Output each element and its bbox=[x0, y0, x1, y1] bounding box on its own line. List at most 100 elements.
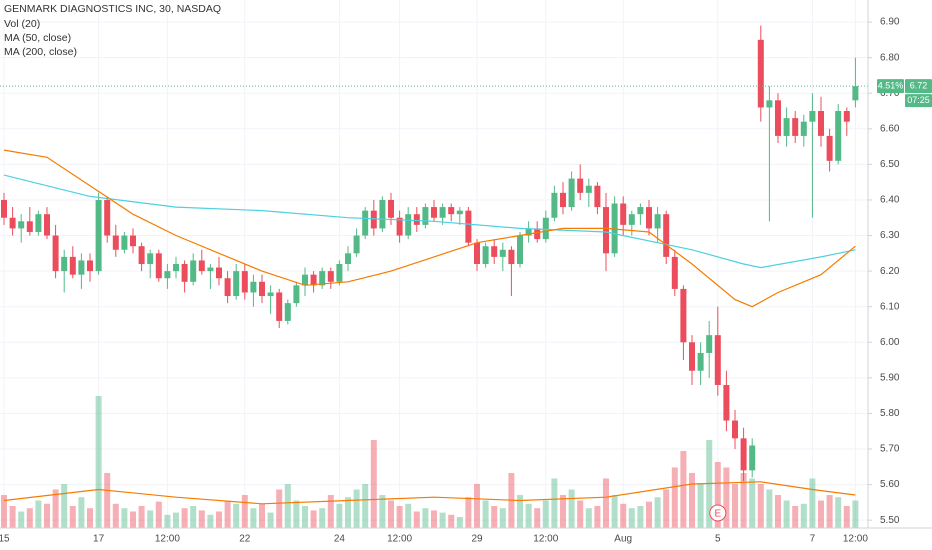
candle-body bbox=[482, 246, 489, 264]
volume-bar bbox=[431, 510, 437, 528]
candle-body bbox=[792, 118, 799, 136]
volume-bar bbox=[697, 484, 704, 528]
candle-body bbox=[379, 199, 386, 229]
x-tick-label: 29 bbox=[471, 534, 483, 545]
candle-body bbox=[95, 199, 102, 272]
candle-body bbox=[800, 121, 807, 136]
candle-body bbox=[826, 135, 833, 161]
earnings-label: E bbox=[714, 509, 721, 520]
chart-title: GENMARK DIAGNOSTICS INC, 30, NASDAQ bbox=[4, 3, 221, 15]
volume-bar bbox=[611, 495, 618, 528]
candle-body bbox=[155, 253, 162, 279]
volume-bar bbox=[26, 508, 33, 528]
volume-bar bbox=[44, 503, 50, 528]
axes: 5.50 5.60 5.70 5.80 5.90 6.00 6.10 6.20 6.30 6.40… bbox=[0, 17, 932, 545]
volume-bar bbox=[353, 489, 360, 528]
volume-bar bbox=[732, 484, 738, 528]
candle-body bbox=[663, 214, 670, 257]
candle-body bbox=[835, 111, 842, 161]
volume-bar bbox=[843, 506, 850, 528]
candle-body bbox=[78, 260, 85, 275]
candle-body bbox=[250, 281, 257, 293]
volume-bar bbox=[319, 508, 326, 528]
volume-bar bbox=[792, 506, 799, 528]
volume-pane bbox=[1, 396, 859, 528]
volume-bar bbox=[482, 500, 489, 528]
candle-body bbox=[104, 199, 111, 236]
candle-body bbox=[594, 185, 601, 208]
candle-body bbox=[714, 335, 721, 385]
volume-bar bbox=[766, 489, 773, 528]
volume-bar bbox=[456, 517, 463, 528]
candle-body bbox=[749, 445, 756, 471]
candle-body bbox=[370, 210, 377, 229]
volume-bar bbox=[646, 501, 652, 528]
volume-bar bbox=[95, 396, 102, 528]
volume-bar bbox=[517, 495, 523, 528]
candle-body bbox=[241, 271, 248, 293]
candle-body bbox=[491, 246, 498, 257]
volume-bar bbox=[413, 511, 420, 528]
volume-bar bbox=[362, 484, 369, 528]
candle-body bbox=[130, 235, 136, 247]
volume-bar bbox=[809, 478, 816, 528]
candle-body bbox=[637, 207, 644, 215]
volume-bar bbox=[35, 500, 42, 528]
volume-bar bbox=[551, 478, 558, 528]
volume-bar bbox=[284, 484, 291, 528]
candle-body bbox=[396, 217, 403, 236]
candle-body bbox=[689, 342, 695, 371]
x-tick-label: 22 bbox=[239, 534, 251, 545]
candle-body bbox=[52, 235, 59, 272]
x-tick-label: 12:00 bbox=[843, 534, 868, 545]
y-tick-label: 6.70 bbox=[880, 88, 900, 99]
candle-body bbox=[61, 256, 68, 272]
x-tick-label: 12:00 bbox=[533, 534, 558, 545]
candle-body bbox=[525, 228, 532, 236]
candle-body bbox=[628, 214, 635, 225]
y-tick-label: 6.80 bbox=[880, 52, 900, 63]
volume-bar bbox=[689, 473, 695, 528]
candle-body bbox=[276, 292, 283, 321]
volume-bar bbox=[164, 514, 171, 528]
y-tick-label: 5.50 bbox=[880, 515, 900, 526]
volume-bar bbox=[723, 467, 730, 528]
candle-body bbox=[646, 207, 652, 229]
volume-bar bbox=[190, 506, 197, 528]
x-tick-label: 12:00 bbox=[387, 534, 412, 545]
candle-body bbox=[422, 207, 429, 225]
earnings-marker bbox=[709, 504, 727, 522]
volume-bar bbox=[310, 510, 317, 528]
price-tag bbox=[905, 79, 932, 94]
candle-body bbox=[327, 271, 334, 282]
volume-bar bbox=[52, 489, 59, 528]
candle-body bbox=[465, 210, 472, 243]
candle-body bbox=[69, 256, 76, 275]
volume-bar bbox=[620, 503, 627, 528]
volume-bar bbox=[233, 503, 240, 528]
volume-bar bbox=[396, 506, 403, 528]
x-tick-label: 12:00 bbox=[155, 534, 180, 545]
candle-body bbox=[654, 214, 661, 229]
legend: GENMARK DIAGNOSTICS INC, 30, NASDAQ Vol … bbox=[4, 3, 221, 58]
candle-body bbox=[431, 207, 437, 218]
candle-body bbox=[345, 253, 351, 264]
x-tick-label: 7 bbox=[810, 534, 816, 545]
candle-body bbox=[173, 264, 179, 272]
y-tick-label: 6.40 bbox=[880, 195, 900, 206]
x-tick-label: Aug bbox=[614, 534, 632, 545]
candle-body bbox=[740, 438, 747, 471]
x-tick-label: 15 bbox=[0, 534, 10, 545]
volume-bar bbox=[465, 497, 472, 528]
volume-bar bbox=[783, 500, 790, 528]
volume-bar bbox=[250, 508, 257, 528]
y-tick-label: 6.10 bbox=[880, 301, 900, 312]
legend-entry: MA (50, close) bbox=[4, 32, 71, 44]
volume-bar bbox=[499, 508, 506, 528]
candle-body bbox=[680, 288, 687, 343]
volume-bar bbox=[112, 503, 119, 528]
ma-line bbox=[3, 174, 856, 269]
candle-body bbox=[388, 199, 394, 218]
candle-body bbox=[723, 384, 730, 421]
